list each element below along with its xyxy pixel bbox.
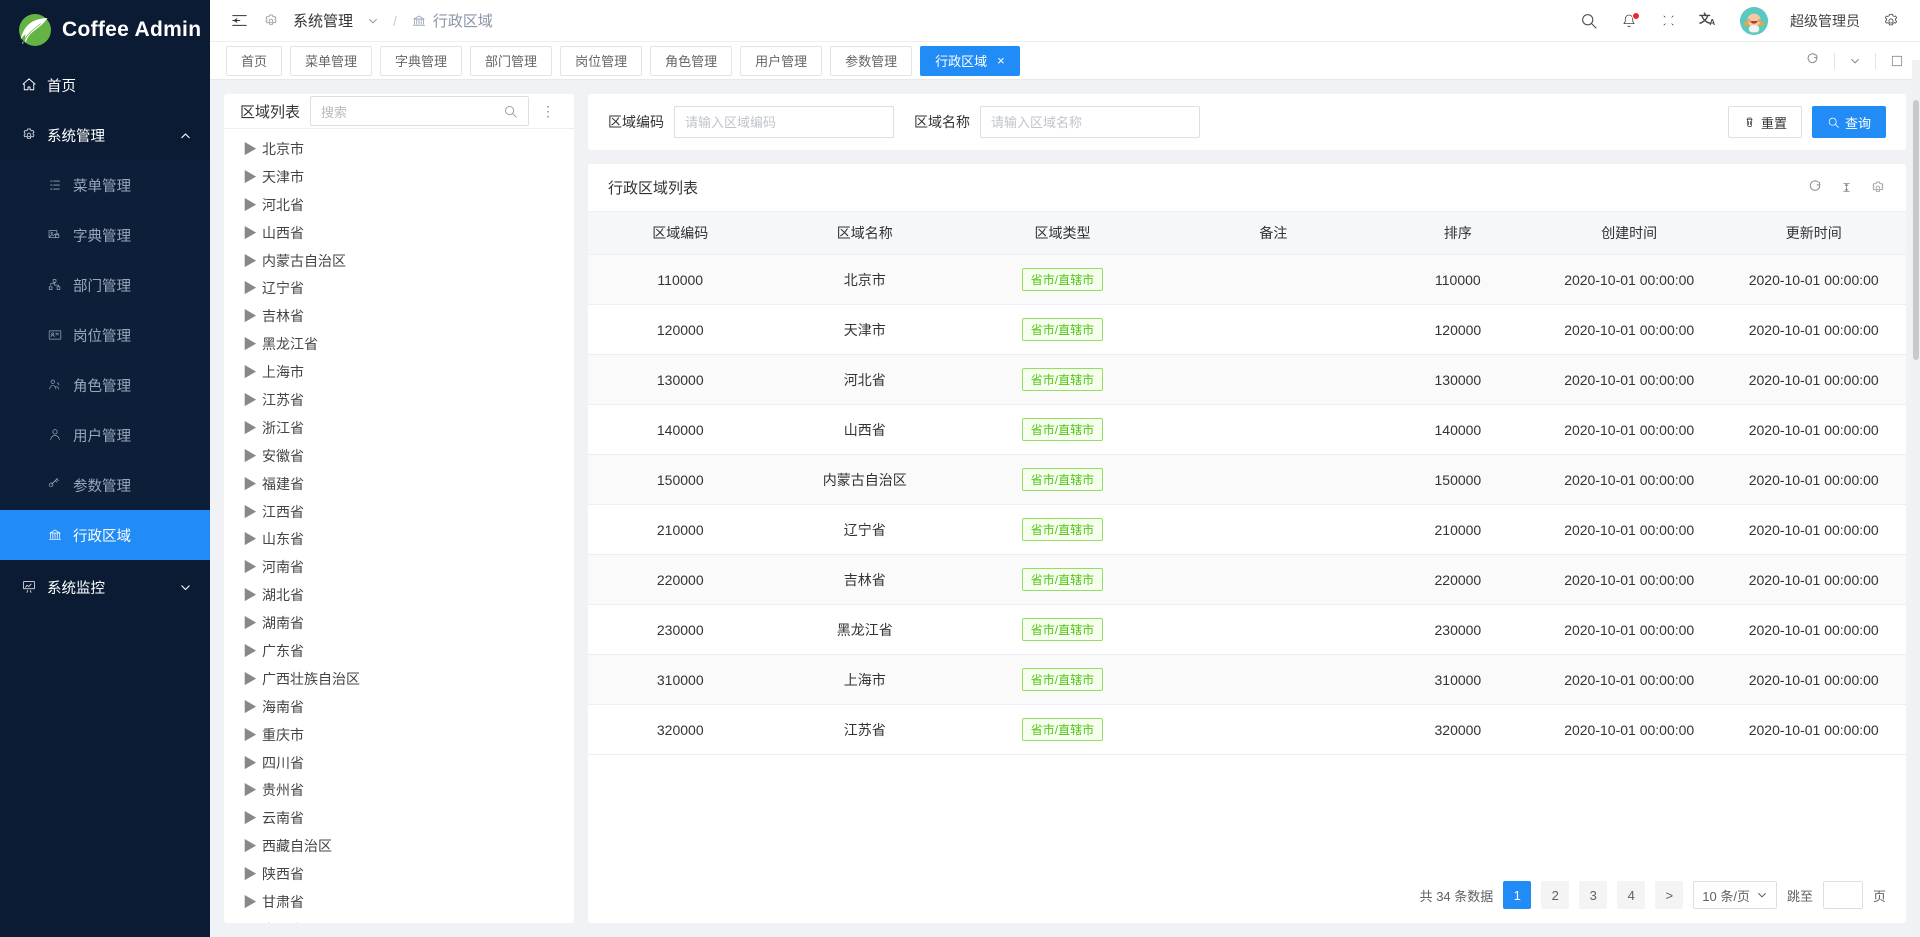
svg-text:文: 文	[1699, 12, 1711, 26]
svg-text:A: A	[1709, 18, 1715, 27]
